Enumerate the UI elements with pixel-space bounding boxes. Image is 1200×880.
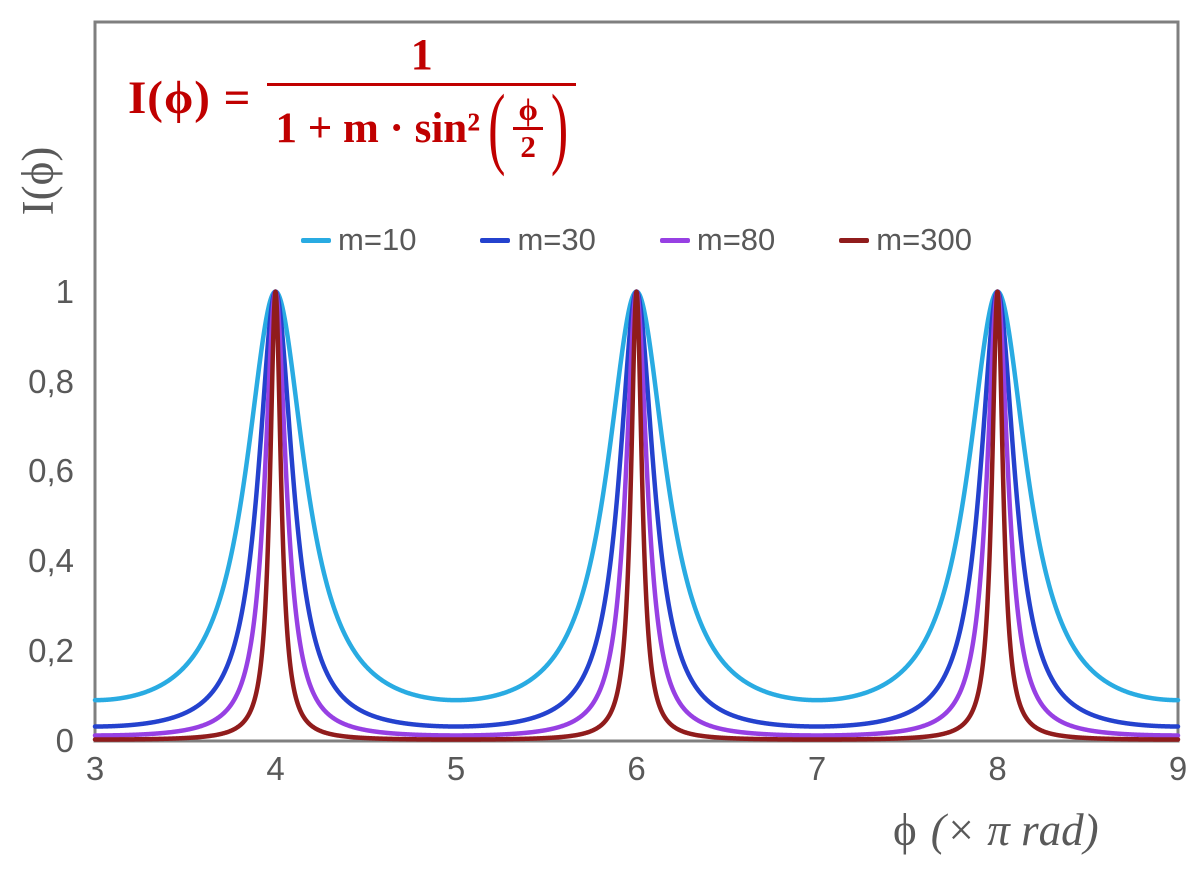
formula-denominator-prefix: 1 + m · sin² [275,105,481,153]
y-tick-label: 0,8 [28,362,74,400]
formula-lhs: I(ϕ) = [128,71,252,124]
formula-inner-fraction: ϕ 2 [513,93,543,165]
x-tick-label: 9 [1168,750,1188,787]
series-line-m-300 [92,289,1181,742]
x-axis-title-units: (× π rad) [930,805,1099,855]
y-tick-label: 0,2 [28,632,74,670]
legend-line-marker [839,237,870,243]
x-axis-title: ϕ (× π rad) [893,804,1099,856]
legend-item-m-300: m=300 [839,222,972,258]
formula-annotation: I(ϕ) = 1 1 + m · sin² ( ϕ 2 ) [128,30,577,173]
x-tick-label: 5 [446,750,466,787]
y-tick-label: 1 [55,272,74,310]
formula-inner-numerator: ϕ [513,93,543,131]
x-tick-label: 7 [807,750,827,787]
x-tick-label: 4 [266,750,285,787]
legend-label: m=30 [517,222,596,257]
formula-numerator: 1 [410,30,433,79]
formula-paren-open: ( [488,77,506,178]
legend-item-m-10: m=10 [301,222,416,258]
formula-inner-denominator: 2 [520,129,536,165]
legend-line-marker [659,237,690,243]
series-line-m-30 [92,289,1181,729]
y-axis-title-text: I(ϕ) [13,146,63,216]
legend-item-m-30: m=30 [480,222,596,258]
formula-paren-close: ) [550,77,569,178]
series-line-m-80 [92,289,1181,738]
legend-line-marker [480,237,511,243]
formula-denominator: 1 + m · sin² ( ϕ 2 ) [267,82,577,173]
x-tick-label: 8 [988,750,1007,787]
plot-area-border [93,20,1180,743]
legend-line-marker [301,237,332,243]
formula-fraction: 1 1 + m · sin² ( ϕ 2 ) [267,30,577,173]
x-axis-title-phi: ϕ [893,805,917,855]
x-tick-label: 6 [627,750,646,787]
y-tick-label: 0,6 [28,452,74,490]
legend-label: m=10 [338,222,417,257]
y-tick-label: 0,4 [28,542,74,580]
legend-item-m-80: m=80 [659,222,776,258]
legend-label: m=300 [876,222,972,257]
legend: m=10 m=30 m=80 m=300 [95,220,1178,260]
y-axis-title: I(ϕ) [7,99,69,263]
legend-label: m=80 [696,222,776,257]
y-tick-label: 0 [55,722,74,759]
x-tick-label: 3 [85,750,105,787]
